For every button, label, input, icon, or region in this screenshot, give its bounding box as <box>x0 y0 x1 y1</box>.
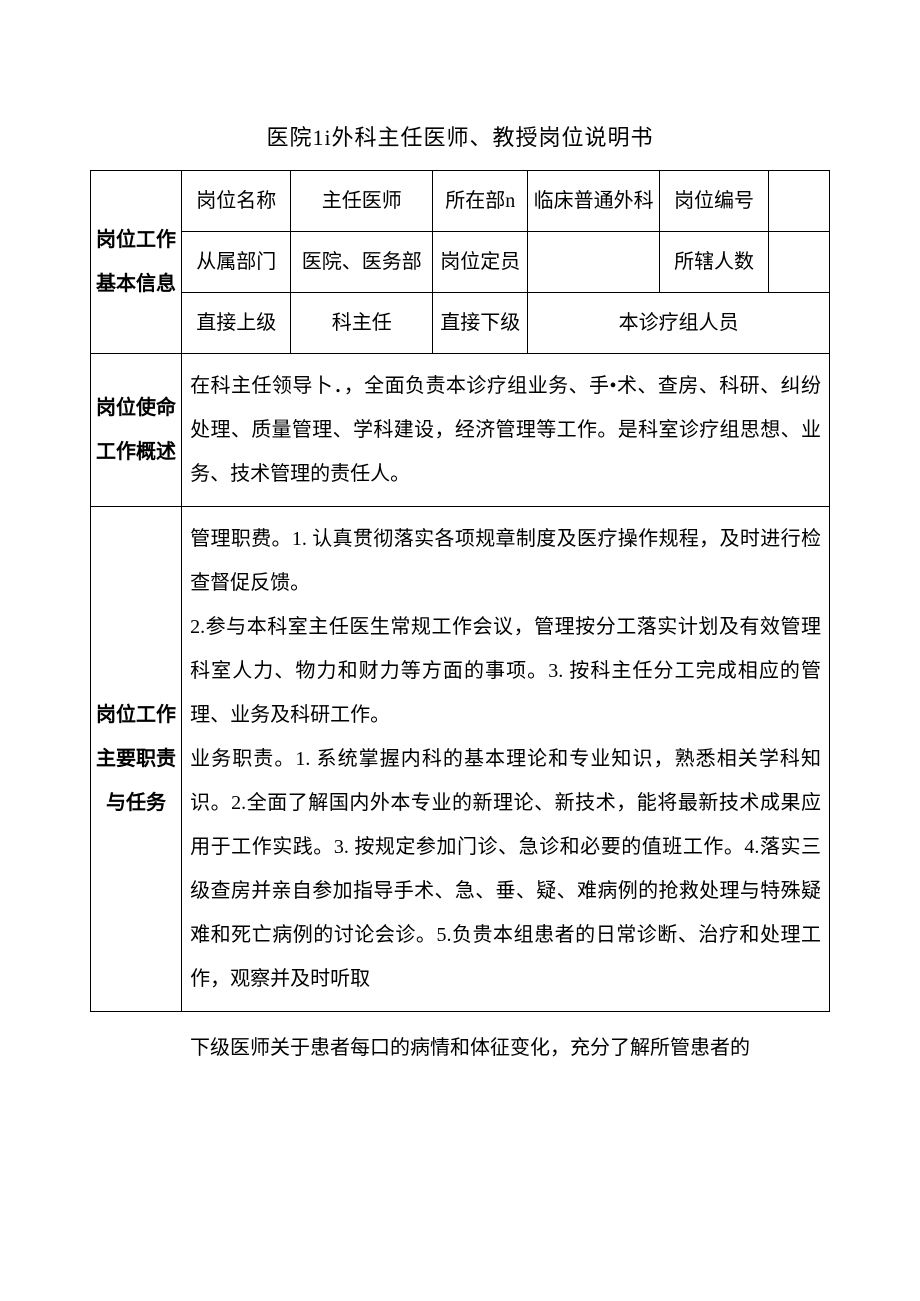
cell-headcount-value <box>528 232 660 293</box>
job-description-table: 岗位工作基本信息 岗位名称 主任医师 所在部n 临床普通外科 岗位编号 从属部门… <box>90 170 830 1012</box>
cell-position-code-value <box>769 171 830 232</box>
section-basic-info-label: 岗位工作基本信息 <box>91 171 182 354</box>
cell-parent-dept-value: 医院、医务部 <box>291 232 433 293</box>
cell-superior-value: 科主任 <box>291 293 433 354</box>
section-mission-label: 岗位使命 工作概述 <box>91 354 182 507</box>
table-row: 直接上级 科主任 直接下级 本诊疗组人员 <box>91 293 830 354</box>
cell-duties-text: 管理职费。1. 认真贯彻落实各项规章制度及医疗操作规程，及时进行检查督促反馈。 … <box>182 507 830 1012</box>
cell-superior-label: 直接上级 <box>182 293 291 354</box>
mission-label: 岗位使命 <box>96 397 176 419</box>
section-duties-label: 岗位工作主要职责与任务 <box>91 507 182 1012</box>
mission-sublabel: 工作概述 <box>96 441 176 463</box>
cell-subordinate-label: 直接下级 <box>433 293 528 354</box>
cell-subordinates-label: 所辖人数 <box>659 232 768 293</box>
cell-mission-text: 在科主任领导卜．，全面负责本诊疗组业务、手•术、查房、科研、纠纷处理、质量管理、… <box>182 354 830 507</box>
table-row: 岗位工作主要职责与任务 管理职费。1. 认真贯彻落实各项规章制度及医疗操作规程，… <box>91 507 830 1012</box>
cell-position-code-label: 岗位编号 <box>659 171 768 232</box>
cell-parent-dept-label: 从属部门 <box>182 232 291 293</box>
table-row: 从属部门 医院、医务部 岗位定员 所辖人数 <box>91 232 830 293</box>
cell-position-name-value: 主任医师 <box>291 171 433 232</box>
table-row: 岗位工作基本信息 岗位名称 主任医师 所在部n 临床普通外科 岗位编号 <box>91 171 830 232</box>
footer-continuation-text: 下级医师关于患者每口的病情和体征变化，充分了解所管患者的 <box>90 1012 830 1070</box>
cell-headcount-label: 岗位定员 <box>433 232 528 293</box>
cell-position-name-label: 岗位名称 <box>182 171 291 232</box>
cell-subordinates-value <box>769 232 830 293</box>
cell-department-label: 所在部n <box>433 171 528 232</box>
cell-department-value: 临床普通外科 <box>528 171 660 232</box>
document-title: 医院1i外科主任医师、教授岗位说明书 <box>90 120 830 152</box>
cell-subordinate-value: 本诊疗组人员 <box>528 293 830 354</box>
table-row: 岗位使命 工作概述 在科主任领导卜．，全面负责本诊疗组业务、手•术、查房、科研、… <box>91 354 830 507</box>
